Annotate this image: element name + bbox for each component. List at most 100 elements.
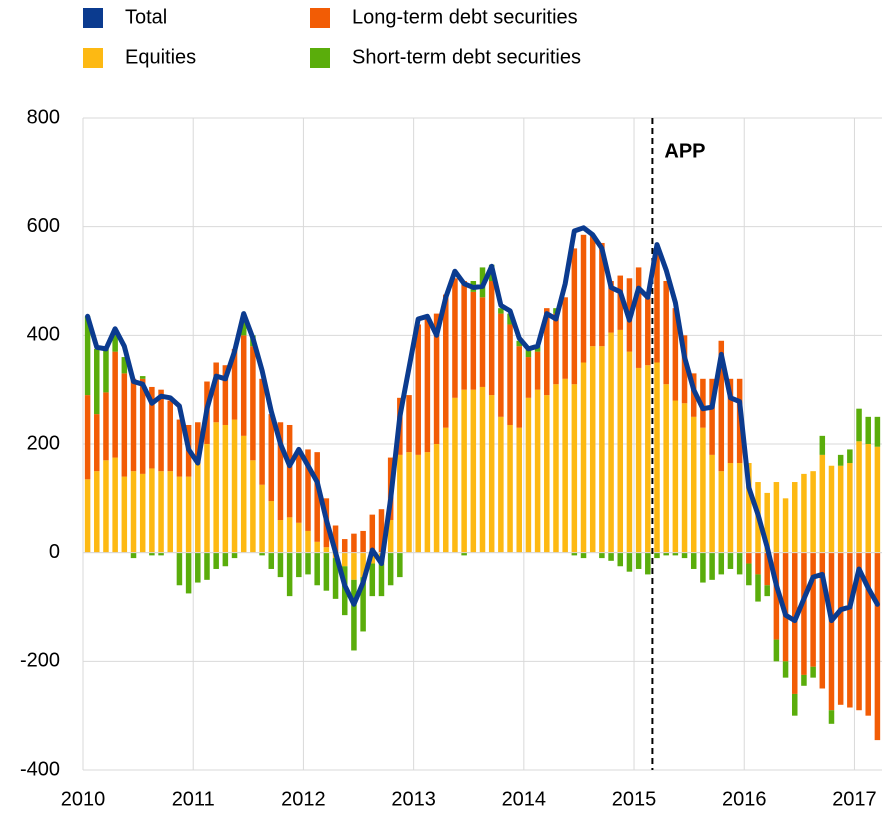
bar <box>810 552 816 667</box>
legend-swatch <box>310 8 330 28</box>
bar <box>158 552 164 556</box>
bar <box>837 465 844 553</box>
bar <box>387 520 394 553</box>
bar <box>571 384 578 553</box>
bar <box>819 454 826 553</box>
bar <box>286 552 293 597</box>
bar <box>130 378 137 472</box>
bar <box>222 552 229 567</box>
x-tick-label: 2011 <box>172 788 215 810</box>
legend-label: Short-term debt securities <box>352 46 581 68</box>
bar <box>874 416 881 447</box>
bar <box>268 414 275 502</box>
bar <box>755 552 761 575</box>
bar <box>443 427 449 553</box>
bar <box>617 329 624 553</box>
bar <box>378 509 385 553</box>
legend-swatch <box>83 48 103 68</box>
bar <box>553 384 559 553</box>
bar <box>580 234 587 363</box>
bar <box>323 547 330 553</box>
bar <box>305 530 311 553</box>
bar <box>507 424 513 553</box>
bar <box>608 332 614 553</box>
bar <box>562 378 568 553</box>
bar <box>195 552 201 583</box>
bar <box>746 563 752 586</box>
bar <box>314 552 320 586</box>
bar <box>736 552 743 575</box>
bar <box>433 313 440 444</box>
bar <box>406 395 412 453</box>
bar <box>415 454 421 553</box>
bar <box>176 419 183 477</box>
bar <box>727 552 734 569</box>
bar <box>516 340 522 347</box>
bar <box>204 552 210 580</box>
bar <box>121 476 128 553</box>
bar <box>865 444 871 553</box>
bar <box>534 389 541 553</box>
bar <box>498 308 504 314</box>
bar <box>341 552 348 567</box>
bar <box>544 395 550 553</box>
bar <box>534 351 541 390</box>
bar <box>645 297 651 366</box>
bar <box>268 552 275 569</box>
bar <box>387 552 394 586</box>
bar <box>94 471 100 553</box>
bar <box>149 386 155 469</box>
bar <box>84 316 91 396</box>
bar <box>571 552 578 556</box>
bar <box>690 416 697 553</box>
bar <box>828 710 835 724</box>
bar <box>369 563 376 597</box>
bar <box>709 454 715 553</box>
bar <box>525 346 532 358</box>
bar <box>700 427 706 553</box>
y-tick-label: 400 <box>27 324 60 346</box>
bar <box>84 479 91 553</box>
bar <box>663 384 669 553</box>
legend-swatch <box>83 8 103 28</box>
bar <box>259 484 265 553</box>
bar <box>268 501 275 553</box>
bar <box>277 520 284 553</box>
bar <box>718 552 725 575</box>
bar <box>865 552 871 716</box>
bar <box>617 552 624 567</box>
bar <box>773 482 780 553</box>
bar <box>103 348 109 393</box>
bar <box>250 460 256 553</box>
bar <box>231 419 238 553</box>
bar <box>424 452 431 553</box>
bar <box>139 473 146 553</box>
bar <box>828 465 835 553</box>
bar <box>94 348 100 415</box>
bar <box>690 552 697 569</box>
bar <box>727 463 734 553</box>
bar <box>516 427 522 553</box>
y-tick-label: -400 <box>20 758 60 780</box>
bar <box>525 397 532 553</box>
bar <box>791 552 798 694</box>
bar <box>617 275 624 330</box>
bar <box>856 552 862 711</box>
bar <box>158 389 164 472</box>
bar <box>341 539 348 553</box>
bar <box>534 346 541 352</box>
bar <box>314 452 320 542</box>
bar <box>764 492 770 553</box>
bar <box>847 552 853 708</box>
bar <box>635 267 642 368</box>
bar <box>443 294 449 428</box>
bar <box>84 395 91 480</box>
bar <box>213 422 219 553</box>
bar <box>608 552 614 561</box>
bar <box>360 577 366 632</box>
bar <box>112 457 118 553</box>
bar <box>663 552 669 556</box>
bar <box>305 449 311 531</box>
bar <box>222 424 229 553</box>
